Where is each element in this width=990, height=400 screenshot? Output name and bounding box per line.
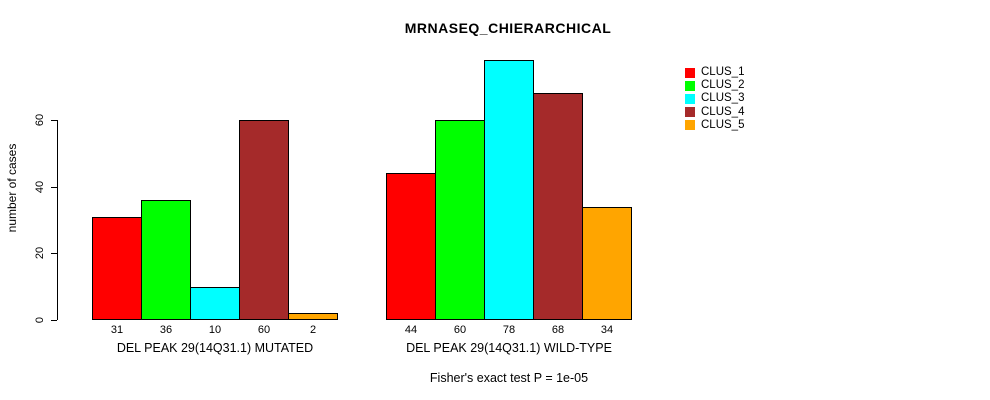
bar-clus_3-group2 [484, 60, 534, 320]
legend-swatch-icon [685, 67, 695, 78]
y-tick-label: 20 [34, 247, 46, 260]
legend-item: CLUS_5 [685, 119, 744, 132]
y-axis-line [57, 120, 58, 320]
legend: CLUS_1 CLUS_2 CLUS_3 CLUS_4 CLUS_5 [685, 66, 744, 132]
bar-value-label: 60 [257, 324, 271, 336]
chart-title: MRNASEQ_CHIERARCHICAL [404, 20, 612, 36]
bar-value-label: 2 [309, 324, 317, 336]
legend-swatch-icon [685, 80, 695, 91]
bar-value-label: 31 [110, 324, 124, 336]
bar-clus_1-group1 [92, 217, 142, 320]
y-tick-label: 40 [34, 180, 46, 193]
annotation-text: Fisher's exact test P = 1e-05 [429, 371, 589, 385]
group-label: DEL PEAK 29(14Q31.1) MUTATED [116, 341, 314, 355]
bar-clus_4-group1 [239, 120, 289, 320]
bar-clus_5-group1 [288, 313, 338, 320]
y-axis-label: number of cases [5, 143, 19, 233]
y-tick [51, 253, 57, 255]
bar-value-label: 78 [502, 324, 516, 336]
group-label: DEL PEAK 29(14Q31.1) WILD-TYPE [406, 341, 612, 355]
y-tick-label: 0 [34, 316, 46, 324]
bar-clus_4-group2 [533, 93, 583, 320]
y-tick-label: 60 [34, 113, 46, 127]
y-tick [51, 120, 57, 121]
legend-label: CLUS_4 [701, 105, 745, 118]
bar-value-label: 36 [159, 324, 173, 336]
y-tick [51, 186, 57, 188]
bar-clus_2-group2 [435, 120, 485, 320]
legend-item: CLUS_1 [685, 66, 744, 79]
legend-swatch-icon [685, 120, 695, 131]
legend-item: CLUS_2 [685, 79, 744, 92]
legend-label: CLUS_2 [701, 79, 745, 92]
bar-value-label: 68 [551, 324, 565, 336]
legend-label: CLUS_3 [701, 92, 745, 105]
bar-clus_5-group2 [582, 207, 632, 320]
bar-value-label: 60 [453, 324, 467, 336]
legend-item: CLUS_4 [685, 106, 744, 119]
bar-value-label: 44 [404, 324, 418, 336]
legend-label: CLUS_5 [701, 118, 745, 131]
bar-value-label: 34 [600, 324, 614, 336]
legend-item: CLUS_3 [685, 92, 744, 105]
legend-swatch-icon [685, 107, 695, 118]
y-tick [51, 320, 57, 321]
bar-clus_2-group1 [141, 200, 191, 320]
legend-label: CLUS_1 [701, 66, 745, 78]
bar-value-label: 10 [208, 324, 222, 336]
bar-clus_1-group2 [386, 173, 436, 320]
bar-clus_3-group1 [190, 287, 240, 320]
legend-swatch-icon [685, 93, 695, 104]
